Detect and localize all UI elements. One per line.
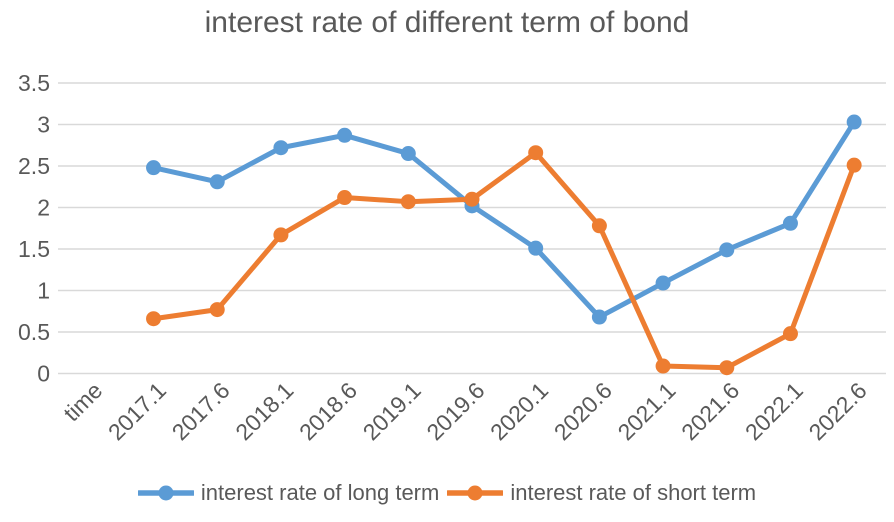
y-axis-tick-label: 0.5 (18, 319, 50, 345)
data-point-marker (337, 190, 353, 206)
legend-label: interest rate of short term (510, 480, 757, 505)
y-axis-tick-label: 3.5 (18, 70, 50, 96)
series-line (151, 150, 857, 371)
data-point-marker (782, 215, 798, 231)
legend-item-short-term: interest rate of short term (447, 480, 756, 506)
x-axis-tick-label: 2022.6 (804, 377, 872, 445)
data-point-marker (400, 194, 416, 210)
data-point-marker (719, 360, 735, 376)
y-axis-tick-label: 2 (37, 195, 50, 221)
data-point-marker (273, 140, 289, 156)
x-axis-tick-label: 2018.1 (230, 377, 298, 445)
chart-title: interest rate of different term of bond (204, 6, 690, 39)
data-point-marker (464, 191, 480, 207)
y-axis-tick-label: 3 (37, 112, 50, 138)
data-point-marker (528, 145, 544, 161)
data-point-marker (846, 157, 862, 173)
legend-marker-icon (447, 485, 504, 501)
x-axis-tick-label: 2020.1 (485, 377, 553, 445)
y-axis-tick-label: 1 (37, 278, 50, 304)
data-point-marker (400, 146, 416, 162)
y-axis-tick-label: 0 (37, 361, 50, 387)
legend-marker-icon (137, 485, 194, 501)
x-axis-tick-label: 2022.1 (740, 377, 808, 445)
x-axis-tick-label: 2020.6 (549, 377, 617, 445)
x-axis-tick-label: 2019.1 (358, 377, 426, 445)
data-point-marker (655, 275, 671, 291)
data-point-marker (146, 160, 162, 176)
data-point-marker (209, 302, 225, 318)
x-axis-tick-label: 2018.6 (294, 377, 362, 445)
legend-label: interest rate of long term (200, 480, 440, 505)
legend: interest rate of long term interest rate … (0, 480, 894, 506)
data-point-marker (337, 127, 353, 143)
data-point-marker (273, 227, 289, 243)
data-point-marker (209, 174, 225, 190)
legend-item-long-term: interest rate of long term (137, 480, 440, 506)
data-point-marker (719, 242, 735, 258)
x-axis-tick-label: time (58, 377, 107, 426)
data-point-marker (528, 240, 544, 256)
x-axis-tick-label: 2019.6 (421, 377, 489, 445)
x-axis-tick-label: 2021.1 (612, 377, 680, 445)
x-axis-tick-label: 2017.1 (103, 377, 171, 445)
data-point-marker (782, 326, 798, 342)
chart-plot-area: 00.511.522.533.5time2017.12017.62018.120… (18, 70, 886, 445)
y-axis-tick-label: 2.5 (18, 153, 50, 179)
data-point-marker (655, 358, 671, 374)
data-point-marker (846, 114, 862, 130)
data-point-marker (591, 218, 607, 234)
y-axis-tick-label: 1.5 (18, 236, 50, 262)
data-point-marker (146, 311, 162, 327)
series-line (151, 119, 857, 320)
x-axis-tick-label: 2017.6 (167, 377, 235, 445)
x-axis-tick-label: 2021.6 (676, 377, 744, 445)
data-point-marker (591, 309, 607, 325)
